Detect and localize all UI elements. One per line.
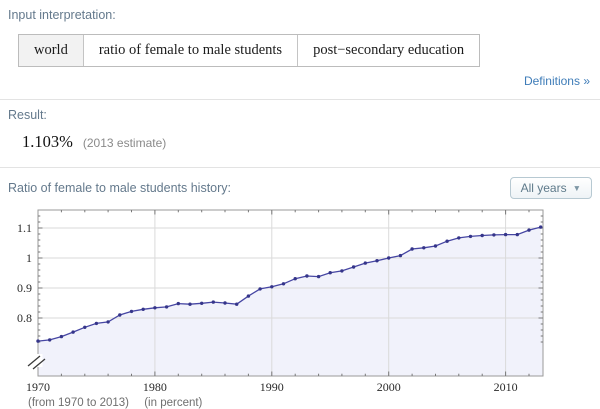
result-value: 1.103% xyxy=(22,132,73,151)
chart-caption-unit: (in percent) xyxy=(144,397,203,409)
dropdown-label: All years xyxy=(520,181,567,195)
history-chart: 0.8 0.9 1 1.1 1970 1980 1990 2000 2010 xyxy=(0,201,600,397)
chart-gridlines xyxy=(38,210,543,376)
definitions-link[interactable]: Definitions » xyxy=(523,74,590,88)
result-note: (2013 estimate) xyxy=(82,136,167,150)
svg-text:2000: 2000 xyxy=(377,380,401,394)
axis-break-icon xyxy=(27,354,46,370)
history-heading: Ratio of female to male students history… xyxy=(8,181,232,195)
interp-cell-education: post−secondary education xyxy=(297,35,479,66)
input-interpretation-pod: Input interpretation: world ratio of fem… xyxy=(0,0,600,99)
chevron-down-icon: ▼ xyxy=(572,182,581,193)
interpretation-box: world ratio of female to male students p… xyxy=(18,34,481,67)
chart-caption-range: (from 1970 to 2013) xyxy=(28,397,130,409)
chart-points xyxy=(36,225,543,343)
divider-2 xyxy=(0,167,600,168)
result-heading: Result: xyxy=(8,108,47,122)
svg-text:1.1: 1.1 xyxy=(17,221,32,235)
input-interpretation-heading: Input interpretation: xyxy=(8,8,116,22)
svg-text:1970: 1970 xyxy=(26,380,50,394)
svg-text:2010: 2010 xyxy=(494,380,518,394)
chart-caption: (from 1970 to 2013) (in percent) xyxy=(0,397,600,409)
svg-text:1: 1 xyxy=(26,251,32,265)
svg-text:1990: 1990 xyxy=(260,380,284,394)
all-years-dropdown[interactable]: All years ▼ xyxy=(509,177,592,199)
chart-tick-labels: 0.8 0.9 1 1.1 1970 1980 1990 2000 2010 xyxy=(17,221,518,394)
history-chart-svg: 0.8 0.9 1 1.1 1970 1980 1990 2000 2010 xyxy=(17,209,544,394)
chart-frame xyxy=(37,209,544,377)
svg-text:0.9: 0.9 xyxy=(17,281,32,295)
svg-text:1980: 1980 xyxy=(143,380,167,394)
chart-line xyxy=(37,226,541,342)
interp-cell-ratio: ratio of female to male students xyxy=(82,35,297,66)
divider-1 xyxy=(0,99,600,100)
chart-ticks xyxy=(38,210,543,376)
chart-area xyxy=(38,227,543,376)
interp-cell-world: world xyxy=(19,35,83,66)
svg-text:0.8: 0.8 xyxy=(17,311,32,325)
result-pod: Result: 1.103% (2013 estimate) xyxy=(0,100,600,167)
history-pod: Ratio of female to male students history… xyxy=(0,168,600,409)
